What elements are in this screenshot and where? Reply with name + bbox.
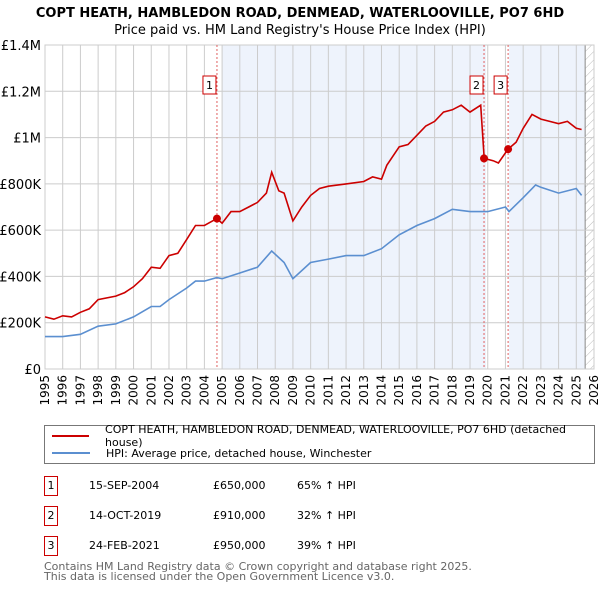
x-tick-label: 2001 <box>144 375 158 406</box>
y-tick-label: £0 <box>24 363 41 378</box>
shaded-period <box>508 45 586 369</box>
sale-label: 3 <box>497 79 504 92</box>
shaded-period <box>222 45 486 369</box>
legend-swatch-red <box>52 435 90 437</box>
transaction-price: £650,000 <box>213 479 266 492</box>
x-tick-label: 2021 <box>498 375 512 406</box>
x-tick-label: 1997 <box>73 375 87 406</box>
sale-label-box <box>469 75 484 95</box>
transaction-hpi-change: 65% ↑ HPI <box>297 479 356 492</box>
y-tick-label: £600K <box>0 224 41 239</box>
series-line <box>44 103 582 321</box>
x-tick-label: 2000 <box>127 375 141 406</box>
chart-subtitle: Price paid vs. HM Land Registry's House … <box>114 23 486 38</box>
transaction-hpi-change: 39% ↑ HPI <box>297 539 356 552</box>
x-tick-label: 2013 <box>357 375 371 406</box>
sale-point <box>504 145 513 154</box>
transaction-badge: 2 <box>44 506 58 526</box>
x-tick-label: 1996 <box>56 375 70 406</box>
x-tick-label: 2008 <box>268 375 282 406</box>
x-tick-label: 1998 <box>91 375 105 406</box>
x-tick-label: 2019 <box>463 375 477 406</box>
transaction-badge: 1 <box>44 476 58 496</box>
transaction-date: 24-FEB-2021 <box>89 539 160 552</box>
x-tick-label: 2014 <box>374 375 388 406</box>
forecast-hatch <box>585 45 594 369</box>
x-tick-label: 2017 <box>428 375 442 406</box>
transaction-price: £910,000 <box>213 509 266 522</box>
x-tick-label: 2023 <box>534 375 548 406</box>
y-tick-label: £800K <box>0 178 41 193</box>
x-tick-label: 1999 <box>109 375 123 406</box>
y-tick-label: £200K <box>0 317 41 332</box>
x-tick-label: 2004 <box>197 375 211 406</box>
x-tick-label: 1995 <box>38 375 52 406</box>
x-tick-label: 2024 <box>552 375 566 406</box>
sale-point <box>480 154 489 163</box>
x-tick-label: 2020 <box>481 375 495 406</box>
transaction-row: 1 15-SEP-2004 £650,000 65% ↑ HPI <box>44 476 444 496</box>
x-tick-label: 2016 <box>410 375 424 406</box>
x-tick-label: 2026 <box>587 375 600 406</box>
sale-label-box <box>493 75 508 95</box>
footer-copyright: Contains HM Land Registry data © Crown c… <box>44 560 472 573</box>
legend-swatch-blue <box>52 452 90 454</box>
transaction-hpi-change: 32% ↑ HPI <box>297 509 356 522</box>
x-tick-label: 2015 <box>392 375 406 406</box>
x-tick-label: 2009 <box>286 375 300 406</box>
x-tick-label: 2011 <box>321 375 335 406</box>
chart-title: COPT HEATH, HAMBLEDON ROAD, DENMEAD, WAT… <box>35 6 565 21</box>
transaction-date: 15-SEP-2004 <box>89 479 160 492</box>
price-chart: 1995 1996 1997 1998 1999 2000 2001 2002 2003 2004… <box>0 39 600 406</box>
y-tick-label: £1.2M <box>1 85 41 100</box>
x-tick-label: 2006 <box>233 375 247 406</box>
x-tick-label: 2005 <box>215 375 229 406</box>
transaction-badge: 3 <box>44 536 58 556</box>
sale-label: 2 <box>473 79 480 92</box>
x-tick-label: 2018 <box>445 375 459 406</box>
x-tick-label: 2025 <box>569 375 583 406</box>
transaction-price: £950,000 <box>213 539 266 552</box>
legend: COPT HEATH, HAMBLEDON ROAD, DENMEAD, WAT… <box>44 423 595 464</box>
sale-label: 1 <box>206 79 213 92</box>
sale-point <box>212 214 221 223</box>
transaction-row: 3 24-FEB-2021 £950,000 39% ↑ HPI <box>44 536 444 556</box>
y-tick-label: £400K <box>0 270 41 285</box>
legend-label-property: COPT HEATH, HAMBLEDON ROAD, DENMEAD, WAT… <box>105 423 566 449</box>
footer-licence: This data is licensed under the Open Gov… <box>44 570 395 583</box>
x-tick-label: 2003 <box>180 375 194 406</box>
legend-label-hpi: HPI: Average price, detached house, Winc… <box>106 446 372 460</box>
legend-item-property: COPT HEATH, HAMBLEDON ROAD, DENMEAD, WAT… <box>45 423 594 449</box>
sale-label-box <box>202 75 217 95</box>
y-tick-label: £1.4M <box>1 39 41 54</box>
x-tick-label: 2002 <box>162 375 176 406</box>
plot-frame <box>44 44 595 370</box>
series-line <box>45 184 583 338</box>
transaction-row: 2 14-OCT-2019 £910,000 32% ↑ HPI <box>44 506 444 526</box>
x-tick-label: 2007 <box>251 375 265 406</box>
x-tick-label: 2022 <box>516 375 530 406</box>
transaction-date: 14-OCT-2019 <box>89 509 162 522</box>
x-tick-label: 2012 <box>339 375 353 406</box>
x-tick-label: 2010 <box>304 375 318 406</box>
y-tick-label: £1M <box>13 132 41 147</box>
legend-item-hpi: HPI: Average price, detached house, Winc… <box>45 445 371 461</box>
